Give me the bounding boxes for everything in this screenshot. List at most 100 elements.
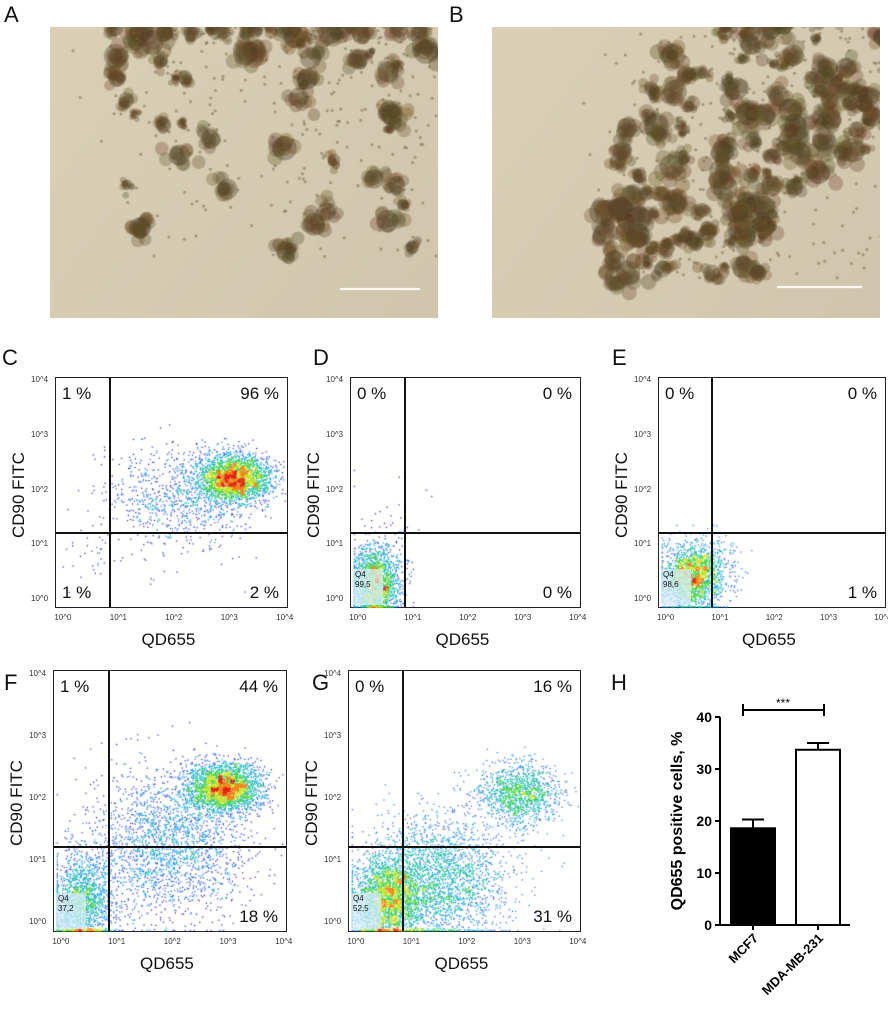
quadrant-percent-ur: 16 % [533, 677, 572, 696]
quadrant-percent-ul: 0 % [355, 677, 385, 696]
x-tick-label: 10^0 [347, 937, 365, 946]
quadrant-percent-ur: 96 % [240, 384, 279, 403]
x-axis-label: QD655 [742, 630, 796, 649]
bar-mcf7 [730, 827, 776, 926]
microscopy-image-a [50, 27, 438, 318]
gate-line-vertical [109, 378, 112, 607]
y-tick-label: 10^0 [31, 593, 49, 603]
x-tick-label: 10^4 [874, 613, 888, 622]
q4-name: Q4 [355, 570, 366, 579]
x-tick-label: 10^4 [276, 613, 294, 622]
microscopy-image-b [492, 27, 880, 318]
flow-plot-c: 1 % 96 % 1 % 2 % [55, 377, 289, 609]
q4-gate-label: Q4 99,5 [353, 569, 383, 605]
x-tick-label: 10^2 [458, 937, 476, 946]
x-tick-label: 10^0 [54, 613, 72, 622]
y-tick-label: 10^4 [634, 375, 652, 385]
y-tick-label: 10^3 [634, 429, 652, 439]
x-tick-label: 10^2 [165, 613, 183, 622]
x-axis-label: QD655 [140, 954, 194, 973]
x-tick-label: 10^1 [108, 937, 126, 946]
x-tick-label: 10^1 [711, 613, 729, 622]
q4-value: 52,5 [353, 904, 369, 913]
scatter-points [659, 378, 887, 609]
x-tick-label: 10^0 [349, 613, 367, 622]
y-tick-label: 10^1 [326, 539, 344, 549]
quadrant-percent-ul: 1 % [62, 384, 92, 403]
y-tick-label: 10^1 [634, 539, 652, 549]
flow-plot-g: Q4 52,5 0 % 16 % 31 % [348, 670, 582, 933]
quadrant-percent-ll: 1 % [62, 583, 92, 602]
x-tick-label: 10^1 [109, 613, 127, 622]
y-tick-label: 10^0 [324, 916, 342, 926]
x-axis-label: QD655 [435, 630, 490, 649]
x-axis-label: QD655 [434, 954, 489, 973]
gate-line-horizontal [54, 845, 286, 848]
quadrant-percent-lr: 1 % [847, 583, 877, 602]
quadrant-percent-ul: 0 % [665, 384, 695, 403]
quadrant-percent-lr: 31 % [533, 907, 572, 926]
flow-plot-d: Q4 99,5 0 % 0 % 0 % [350, 377, 582, 609]
q4-value: 98,6 [663, 580, 679, 589]
gate-line-horizontal [659, 532, 885, 535]
y-tick-label: 10 [696, 865, 712, 881]
gate-line-horizontal [56, 532, 287, 535]
y-tick-label: 10^4 [324, 668, 342, 678]
quadrant-percent-lr: 18 % [239, 907, 278, 926]
y-tick-label: 10^0 [326, 593, 344, 603]
y-axis-label: QD655 positive cells, % [669, 732, 686, 911]
y-tick-label: 10^2 [634, 484, 652, 494]
y-tick-label: 20 [696, 813, 712, 829]
gate-line-horizontal [349, 845, 580, 848]
y-tick-label: 10^1 [31, 539, 49, 549]
panel-label-d: D [313, 345, 329, 370]
quadrant-percent-lr: 2 % [249, 583, 279, 602]
y-tick-label: 10^4 [31, 375, 49, 385]
quadrant-percent-lr: 0 % [542, 583, 572, 602]
x-tick-label: MCF7 [725, 931, 761, 967]
y-tick-label: 10^0 [634, 593, 652, 603]
bar-mda-mb-231 [795, 748, 841, 927]
y-axis-label: CD90 FITC [304, 451, 323, 538]
y-axis-label: CD90 FITC [9, 451, 28, 538]
x-tick-label: MDA-MB-231 [759, 931, 826, 998]
panel-label-f: F [4, 670, 18, 695]
y-tick-label: 10^3 [326, 429, 344, 439]
x-tick-label: 10^1 [402, 937, 420, 946]
quadrant-percent-ul: 0 % [357, 384, 387, 403]
gate-line-vertical [403, 378, 406, 607]
x-tick-label: 10^3 [219, 937, 237, 946]
x-tick-label: 10^3 [820, 613, 838, 622]
x-tick-label: 10^2 [765, 613, 783, 622]
y-tick-label: 10^3 [29, 730, 47, 740]
x-tick-label: 10^0 [657, 613, 675, 622]
x-tick-label: 10^1 [404, 613, 422, 622]
panel-label-c: C [2, 345, 18, 370]
x-tick-label: 10^0 [52, 937, 70, 946]
scatter-points [349, 671, 582, 933]
y-tick-label: 40 [696, 709, 712, 725]
significance-stars: *** [776, 696, 790, 710]
x-tick-label: 10^3 [513, 937, 531, 946]
x-tick-label: 10^2 [459, 613, 477, 622]
scatter-points [351, 378, 582, 609]
panel-label-b: B [449, 2, 464, 27]
y-tick-label: 10^3 [324, 730, 342, 740]
y-tick-label: 10^2 [29, 792, 47, 802]
y-tick-label: 10^4 [29, 668, 47, 678]
x-tick-label: 10^4 [569, 937, 587, 946]
y-tick-label: 10^1 [29, 854, 47, 864]
quadrant-percent-ur: 0 % [847, 384, 877, 403]
flow-plot-f: Q4 37,2 1 % 44 % 18 % [53, 670, 288, 933]
x-tick-label: 10^4 [275, 937, 293, 946]
scatter-points [56, 378, 289, 609]
panel-label-g: G [312, 670, 330, 695]
gate-line-horizontal [351, 532, 580, 535]
scatter-points [54, 671, 288, 933]
y-tick-label: 0 [704, 917, 712, 933]
y-tick-label: 10^0 [29, 916, 47, 926]
panel-label-a: A [4, 2, 19, 27]
y-axis-label: CD90 FITC [302, 760, 321, 846]
flow-plot-e: Q4 98,6 0 % 0 % 1 % [658, 377, 887, 609]
gate-line-vertical [402, 671, 405, 931]
